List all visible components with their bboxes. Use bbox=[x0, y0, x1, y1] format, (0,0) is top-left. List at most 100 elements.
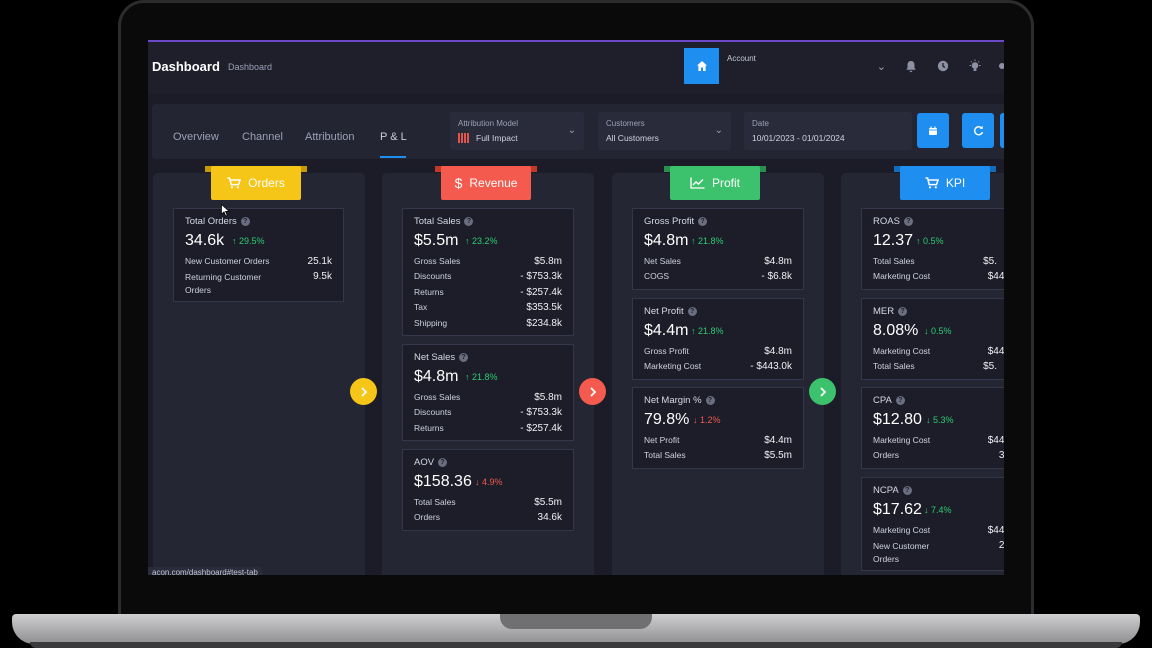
top-bar: Dashboard Dashboard Account ⌄ bbox=[148, 42, 1004, 94]
help-icon[interactable]: ? bbox=[902, 486, 912, 495]
metric-delta: ↓ 5.3% bbox=[926, 415, 954, 425]
help-icon[interactable]: ? bbox=[903, 217, 913, 226]
settings-icon[interactable] bbox=[996, 59, 1004, 73]
metric-title-text: Gross Profit bbox=[644, 216, 695, 227]
customers-select[interactable]: Customers All Customers ⌄ bbox=[598, 112, 731, 150]
ncpa-card[interactable]: NCPA? $17.62 ↓ 7.4% Marketing Cost $443 N… bbox=[861, 477, 1004, 571]
clock-icon[interactable] bbox=[936, 59, 950, 73]
next-arrow-button[interactable] bbox=[350, 378, 377, 405]
metric-delta: ↓ 4.9% bbox=[475, 477, 503, 487]
help-icon[interactable]: ? bbox=[687, 307, 697, 316]
attribution-model-select[interactable]: Attribution Model Full Impact ⌄ bbox=[450, 112, 584, 150]
aov-card[interactable]: AOV? $158.36 ↓ 4.9% Total Sales $5.5m Ord… bbox=[402, 449, 574, 531]
refresh-button[interactable] bbox=[962, 113, 994, 148]
help-icon[interactable]: ? bbox=[240, 217, 250, 226]
date-value: 10/01/2023 - 01/01/2024 bbox=[752, 133, 845, 143]
row-value: $5.5m bbox=[764, 450, 792, 461]
row-value: - $753.3k bbox=[520, 271, 562, 282]
row-label: Marketing Cost bbox=[873, 346, 931, 356]
row-label: Tax bbox=[414, 302, 428, 312]
date-range-picker[interactable]: Date 10/01/2023 - 01/01/2024 bbox=[744, 112, 912, 150]
metric-row: Returns - $257.4k bbox=[414, 287, 562, 298]
profit-header: Profit bbox=[670, 166, 760, 200]
roas-card[interactable]: ROAS? 12.37 ↑ 0.5% Total Sales $5. Market… bbox=[861, 208, 1004, 290]
next-arrow-button[interactable] bbox=[579, 378, 606, 405]
cart-icon bbox=[925, 177, 939, 189]
metric-value: 34.6k bbox=[185, 232, 225, 249]
cart-icon bbox=[227, 177, 242, 189]
laptop-shadow bbox=[30, 642, 1122, 648]
metric-value: $12.80 bbox=[873, 411, 922, 428]
metric-delta-text: 21.8% bbox=[698, 326, 724, 336]
more-button[interactable] bbox=[1000, 113, 1004, 148]
metric-value: $4.8m bbox=[414, 368, 459, 385]
row-label: Gross Profit bbox=[644, 346, 689, 356]
row-value: $353.5k bbox=[526, 302, 562, 313]
row-value: - $257.4k bbox=[520, 287, 562, 298]
home-button[interactable] bbox=[684, 48, 719, 84]
account-select[interactable]: Account ⌄ bbox=[724, 48, 890, 84]
help-icon[interactable]: ? bbox=[459, 353, 469, 362]
row-label: Net Sales bbox=[644, 256, 681, 266]
row-label: Orders bbox=[414, 512, 440, 522]
metric-delta: ↑ 23.2% bbox=[465, 236, 498, 246]
row-label: Returning Customer Orders bbox=[185, 272, 262, 295]
chevron-down-icon: ⌄ bbox=[567, 125, 576, 136]
tab-p-and-l[interactable]: P & L bbox=[380, 131, 407, 143]
row-value: 34.6k bbox=[537, 512, 562, 523]
help-icon[interactable]: ? bbox=[705, 396, 715, 405]
total-sales-card[interactable]: Total Sales? $5.5m ↑ 23.2% Gross Sales $5… bbox=[402, 208, 574, 336]
help-icon[interactable]: ? bbox=[895, 396, 905, 405]
metric-row: Marketing Cost $443 bbox=[873, 271, 1004, 282]
help-icon[interactable]: ? bbox=[698, 217, 708, 226]
tab-channel[interactable]: Channel bbox=[242, 131, 283, 143]
row-label: Gross Sales bbox=[414, 256, 461, 266]
active-tab-indicator bbox=[380, 156, 406, 158]
total-orders-card[interactable]: Total Orders? 34.6k ↑ 29.5% New Customer… bbox=[173, 208, 344, 302]
metric-value: $4.4m bbox=[644, 322, 689, 339]
mer-card[interactable]: MER? 8.08% ↓ 0.5% Marketing Cost $443 Tot… bbox=[861, 298, 1004, 380]
metric-delta-text: 7.4% bbox=[931, 505, 952, 515]
metric-row: Discounts - $753.3k bbox=[414, 271, 562, 282]
gross-profit-card[interactable]: Gross Profit? $4.8m ↑ 21.8% Net Sales $4.… bbox=[632, 208, 804, 290]
row-value: - $753.3k bbox=[520, 407, 562, 418]
dollar-icon: $ bbox=[454, 175, 463, 191]
row-label: Discounts bbox=[414, 407, 452, 417]
net-sales-card[interactable]: Net Sales? $4.8m ↑ 21.8% Gross Sales $5.8… bbox=[402, 344, 574, 441]
metric-delta-text: 23.2% bbox=[472, 236, 498, 246]
row-label: Marketing Cost bbox=[873, 435, 931, 445]
next-arrow-button[interactable] bbox=[809, 378, 836, 405]
help-icon[interactable]: ? bbox=[898, 307, 908, 316]
metric-title-text: ROAS bbox=[873, 216, 900, 227]
metric-delta: ↑ 21.8% bbox=[691, 236, 724, 246]
calendar-button[interactable] bbox=[917, 113, 949, 148]
metric-row: Total Sales $5.5m bbox=[644, 450, 792, 461]
chevron-right-icon bbox=[589, 386, 596, 397]
net-profit-card[interactable]: Net Profit? $4.4m ↑ 21.8% Gross Profit $4… bbox=[632, 298, 804, 380]
metric-title: MER? bbox=[873, 306, 908, 317]
tab-attribution[interactable]: Attribution bbox=[305, 131, 355, 143]
metric-row: Marketing Cost - $443.0k bbox=[644, 361, 792, 372]
help-icon[interactable]: ? bbox=[464, 217, 474, 226]
metric-title: Net Profit? bbox=[644, 306, 697, 317]
metric-row: COGS - $6.8k bbox=[644, 271, 792, 282]
breadcrumb[interactable]: Dashboard bbox=[228, 62, 273, 72]
row-value: $5.8m bbox=[534, 392, 562, 403]
lightbulb-icon[interactable] bbox=[968, 59, 982, 73]
metric-delta: ↓ 7.4% bbox=[924, 505, 952, 515]
row-label: Total Sales bbox=[873, 361, 915, 371]
chevron-right-icon bbox=[360, 386, 367, 397]
metric-title-text: Net Sales bbox=[414, 352, 456, 363]
row-value: $443 bbox=[987, 271, 1004, 282]
orders-header: Orders bbox=[211, 166, 301, 200]
cpa-card[interactable]: CPA? $12.80 ↓ 5.3% Marketing Cost $443 Or… bbox=[861, 387, 1004, 469]
row-value: $5. bbox=[983, 361, 997, 372]
metric-title: CPA? bbox=[873, 395, 905, 406]
customers-label: Customers bbox=[606, 119, 645, 128]
metric-row: Shipping $234.8k bbox=[414, 318, 562, 329]
bell-icon[interactable] bbox=[904, 59, 918, 73]
help-icon[interactable]: ? bbox=[438, 458, 448, 467]
net-margin-card[interactable]: Net Margin %? 79.8% ↓ 1.2% Net Profit $4.… bbox=[632, 387, 804, 469]
tab-overview[interactable]: Overview bbox=[173, 131, 219, 143]
row-label: Marketing Cost bbox=[644, 361, 702, 371]
